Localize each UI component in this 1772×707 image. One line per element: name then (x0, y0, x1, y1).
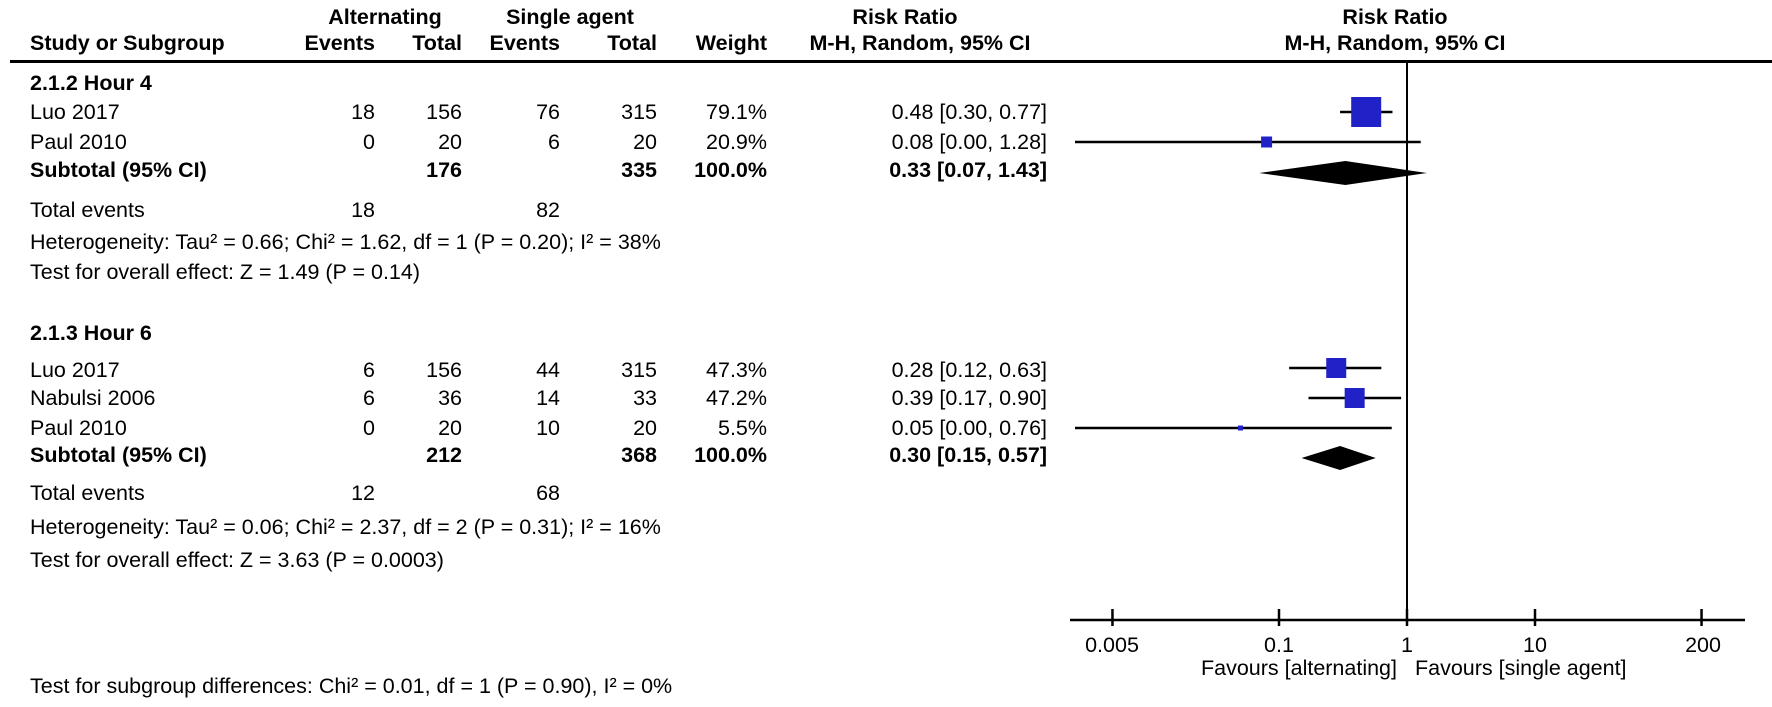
col-header-total1: Total (412, 31, 462, 55)
events1-cell: 6 (363, 358, 375, 382)
subgroup-header: 2.1.2 Hour 4 (30, 71, 152, 95)
ci-text-cell: 0.08 [0.00, 1.28] (891, 130, 1047, 154)
axis-tick-label: 0.005 (1085, 633, 1139, 657)
events2-cell: 14 (536, 386, 560, 410)
total1-cell: 156 (426, 358, 462, 382)
total2-cell: 33 (633, 386, 657, 410)
total-events-v1: 12 (351, 481, 375, 505)
risk-ratio-header-right: Risk Ratio (1342, 5, 1448, 29)
total-events-v1: 18 (351, 198, 375, 222)
axis-tick-label: 1 (1401, 633, 1413, 657)
header-rule (10, 60, 1772, 63)
weight-cell: 20.9% (706, 130, 767, 154)
study-name: Paul 2010 (30, 130, 127, 154)
group-header-single-agent: Single agent (506, 5, 634, 29)
total1-cell: 20 (438, 130, 462, 154)
total2-cell: 20 (633, 130, 657, 154)
subtotal-weight: 100.0% (694, 158, 767, 182)
ci-text-cell: 0.28 [0.12, 0.63] (891, 358, 1047, 382)
subtotal-total1: 176 (426, 158, 462, 182)
weight-cell: 47.2% (706, 386, 767, 410)
study-name: Luo 2017 (30, 358, 120, 382)
total-events-label: Total events (30, 481, 145, 505)
subtotal-label: Subtotal (95% CI) (30, 158, 207, 182)
risk-ratio-header-left: Risk Ratio (852, 5, 958, 29)
subtotal-total2: 335 (621, 158, 657, 182)
heterogeneity-text: Heterogeneity: Tau² = 0.66; Chi² = 1.62,… (30, 230, 661, 254)
col-header-weight: Weight (695, 31, 767, 55)
total2-cell: 20 (633, 416, 657, 440)
events2-cell: 44 (536, 358, 560, 382)
events1-cell: 0 (363, 130, 375, 154)
subgroup-differences-text: Test for subgroup differences: Chi² = 0.… (30, 674, 673, 698)
events1-cell: 0 (363, 416, 375, 440)
heterogeneity-text: Heterogeneity: Tau² = 0.06; Chi² = 2.37,… (30, 515, 661, 539)
group-header-alternating: Alternating (328, 5, 442, 29)
weight-cell: 79.1% (706, 100, 767, 124)
events2-cell: 76 (536, 100, 560, 124)
total-events-label: Total events (30, 198, 145, 222)
effect-square-h6_luo (1326, 358, 1347, 378)
effect-square-h4_luo (1351, 97, 1382, 127)
events1-cell: 18 (351, 100, 375, 124)
axis-tick-label: 200 (1685, 633, 1721, 657)
axis-tick-label: 0.1 (1264, 633, 1294, 657)
total2-cell: 315 (621, 358, 657, 382)
study-name: Nabulsi 2006 (30, 386, 156, 410)
effect-square-h4_paul (1261, 136, 1273, 148)
effect-square-h6_nabulsi (1344, 388, 1365, 408)
subtotal-diamond-h6_subtotal (1301, 446, 1376, 470)
subtotal-weight: 100.0% (694, 443, 767, 467)
subtotal-total2: 368 (621, 443, 657, 467)
subgroup-header: 2.1.3 Hour 6 (30, 321, 152, 345)
weight-cell: 47.3% (706, 358, 767, 382)
subtotal-ci-text: 0.30 [0.15, 0.57] (889, 443, 1047, 467)
col-header-events2: Events (489, 31, 560, 55)
effect-square-h6_paul (1237, 425, 1243, 431)
col-header-ci-left: M-H, Random, 95% CI (809, 31, 1031, 55)
col-header-ci-right: M-H, Random, 95% CI (1284, 31, 1506, 55)
total2-cell: 315 (621, 100, 657, 124)
overall-effect-text: Test for overall effect: Z = 3.63 (P = 0… (30, 548, 444, 572)
col-header-study: Study or Subgroup (30, 31, 225, 55)
study-name: Luo 2017 (30, 100, 120, 124)
total1-cell: 20 (438, 416, 462, 440)
subtotal-ci-text: 0.33 [0.07, 1.43] (889, 158, 1047, 182)
total-events-v2: 68 (536, 481, 560, 505)
study-name: Paul 2010 (30, 416, 127, 440)
events2-cell: 6 (548, 130, 560, 154)
events2-cell: 10 (536, 416, 560, 440)
ci-text-cell: 0.39 [0.17, 0.90] (891, 386, 1047, 410)
axis-tick-label: 10 (1523, 633, 1547, 657)
subtotal-diamond-h4_subtotal (1259, 161, 1427, 185)
total1-cell: 36 (438, 386, 462, 410)
ci-text-cell: 0.48 [0.30, 0.77] (891, 100, 1047, 124)
subtotal-label: Subtotal (95% CI) (30, 443, 207, 467)
subtotal-total1: 212 (426, 443, 462, 467)
overall-effect-text: Test for overall effect: Z = 1.49 (P = 0… (30, 260, 420, 284)
col-header-events1: Events (304, 31, 375, 55)
total-events-v2: 82 (536, 198, 560, 222)
weight-cell: 5.5% (717, 416, 767, 440)
ci-text-cell: 0.05 [0.00, 0.76] (891, 416, 1047, 440)
total1-cell: 156 (426, 100, 462, 124)
col-header-total2: Total (607, 31, 657, 55)
events1-cell: 6 (363, 386, 375, 410)
favours-right-label: Favours [single agent] (1415, 656, 1627, 680)
favours-left-label: Favours [alternating] (1201, 656, 1397, 680)
